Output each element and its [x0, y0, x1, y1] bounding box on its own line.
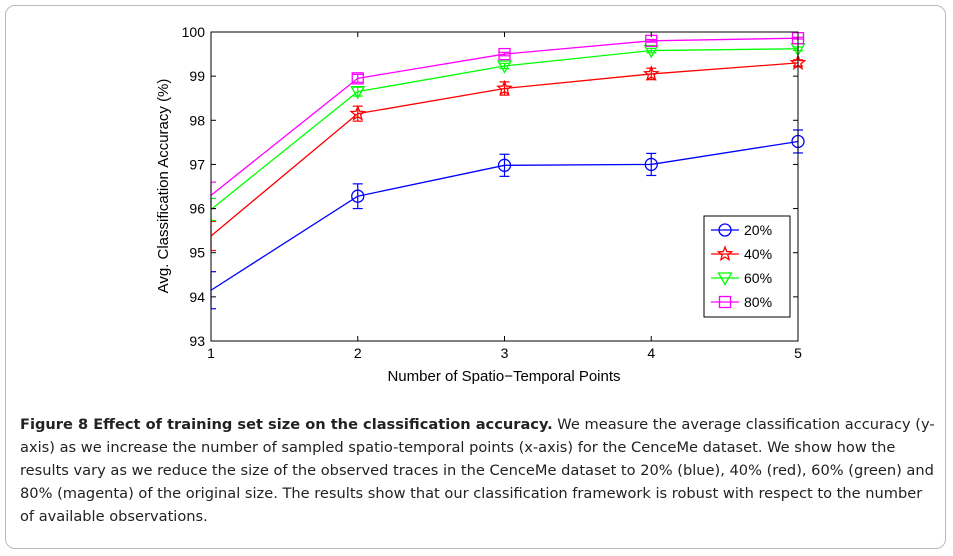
y-tick-label: 100 [182, 24, 206, 40]
data-point [497, 158, 512, 172]
y-tick-label: 99 [189, 68, 205, 84]
data-point [643, 44, 659, 59]
y-tick-label: 98 [189, 112, 205, 128]
y-tick-label: 93 [189, 333, 205, 349]
data-point [349, 104, 367, 121]
error-bar [646, 152, 657, 177]
x-tick-label: 3 [501, 345, 509, 361]
caption-title: Figure 8 Effect of training set size on … [20, 416, 553, 433]
error-bar [499, 153, 510, 177]
y-tick-label: 97 [189, 156, 205, 172]
caption-body: We measure the average classification ac… [20, 416, 935, 525]
axis-ticks: 93 94 95 96 97 98 99 100 1 2 3 4 5 [182, 24, 802, 361]
chart-marks [210, 32, 807, 310]
legend-marker [718, 223, 732, 237]
data-point [351, 189, 365, 203]
legend-entry: 60% [711, 270, 772, 286]
y-axis-label: Avg. Classification Accuracy (%) [155, 79, 172, 294]
error-bar [352, 183, 363, 210]
data-point [350, 85, 366, 100]
data-point [496, 79, 513, 96]
x-tick-label: 1 [207, 345, 215, 361]
error-bar [352, 73, 363, 83]
legend-label: 80% [744, 294, 772, 310]
legend-marker [717, 272, 733, 286]
legend-box [703, 215, 791, 318]
y-tick-label: 94 [189, 289, 205, 305]
data-point [644, 157, 658, 172]
legend-label: 40% [744, 246, 772, 262]
x-axis-label: Number of Spatio−Temporal Points [387, 368, 620, 385]
error-bar [646, 47, 657, 54]
figure-caption: Figure 8 Effect of training set size on … [20, 413, 935, 528]
legend-marker [718, 295, 732, 309]
data-point [498, 47, 511, 61]
x-tick-label: 5 [794, 345, 802, 361]
legend-entry: 40% [711, 245, 772, 262]
legend: 20% 40% 60% 80% [703, 215, 791, 318]
legend-label: 20% [744, 222, 772, 238]
legend-entry: 20% [711, 222, 772, 238]
y-tick-label: 95 [189, 245, 205, 261]
error-bar [499, 62, 510, 70]
legend-entry: 80% [711, 294, 772, 310]
data-point [642, 65, 660, 82]
error-bar [499, 51, 510, 57]
y-tick-label: 96 [189, 201, 205, 217]
legend-marker [716, 245, 734, 262]
data-point [351, 72, 364, 85]
x-tick-label: 2 [354, 345, 362, 361]
data-point [496, 60, 513, 74]
x-tick-label: 4 [647, 345, 655, 361]
legend-label: 60% [744, 270, 772, 286]
error-bar [646, 38, 657, 43]
accuracy-line-chart: 93 94 95 96 97 98 99 100 1 2 3 4 5 Number of Spatio−… [155, 24, 807, 385]
